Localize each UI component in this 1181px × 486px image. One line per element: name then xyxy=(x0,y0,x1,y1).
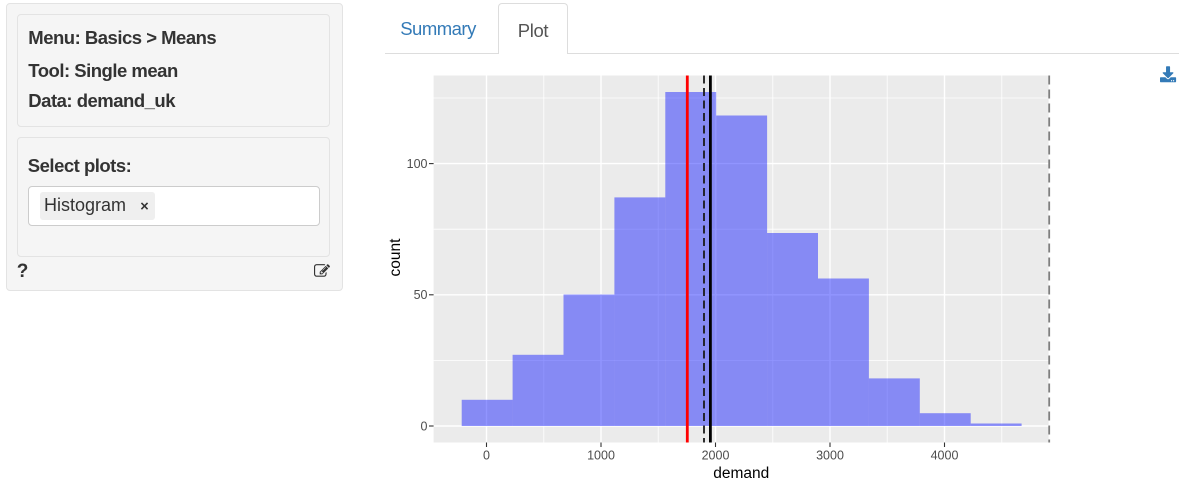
svg-text:2000: 2000 xyxy=(702,449,730,463)
svg-text:0: 0 xyxy=(483,449,490,463)
svg-text:100: 100 xyxy=(407,157,428,171)
svg-text:0: 0 xyxy=(421,419,428,433)
svg-text:3000: 3000 xyxy=(816,449,844,463)
svg-text:demand: demand xyxy=(713,465,769,482)
svg-text:count: count xyxy=(387,238,404,277)
svg-text:4000: 4000 xyxy=(931,449,959,463)
svg-text:50: 50 xyxy=(414,288,428,302)
svg-text:1000: 1000 xyxy=(587,449,615,463)
